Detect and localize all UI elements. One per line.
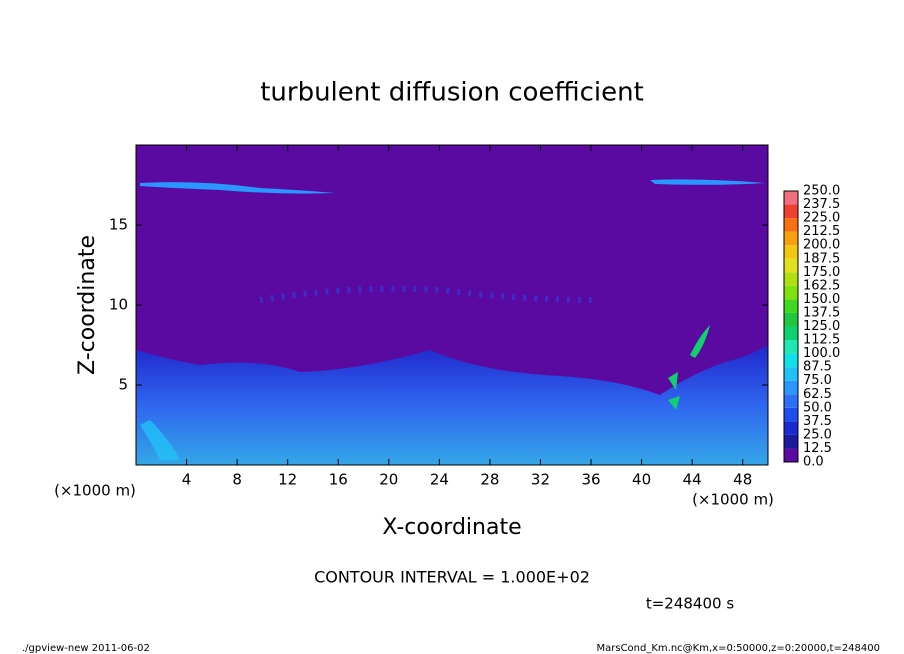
x-tick-label: 44 — [683, 471, 702, 489]
footer-left: ./gpview-new 2011-06-02 — [22, 643, 150, 654]
chart-title: turbulent diffusion coefficient — [260, 78, 644, 108]
x-tick-label: 48 — [733, 471, 752, 489]
colorbar-band — [784, 231, 798, 246]
colorbar-band — [784, 394, 798, 408]
footer-right: MarsCond_Km.nc@Km,x=0:50000,z=0:20000,t=… — [597, 643, 881, 654]
y-tick-label: 5 — [118, 376, 128, 394]
field — [136, 145, 768, 465]
colorbar-label: 100.0 — [803, 346, 840, 361]
colorbar-label: 187.5 — [803, 251, 840, 266]
colorbar-label: 62.5 — [803, 387, 832, 402]
x-tick-label: 20 — [379, 471, 398, 489]
colorbar-label: 87.5 — [803, 360, 832, 375]
colorbar-band — [784, 340, 798, 354]
colorbar-band — [784, 353, 798, 368]
colorbar-band — [784, 218, 798, 232]
colorbar-band — [784, 204, 798, 219]
colorbar-label: 212.5 — [803, 224, 840, 239]
colorbar-label: 150.0 — [803, 292, 840, 307]
y-tick-label: 10 — [109, 296, 128, 314]
time-label: t=248400 s — [646, 595, 734, 613]
colorbar-band — [784, 448, 798, 462]
colorbar-band — [784, 434, 798, 449]
colorbar-band — [784, 245, 798, 259]
colorbar-label: 200.0 — [803, 238, 840, 253]
x-tick-label: 4 — [182, 471, 192, 489]
x-tick-label: 16 — [329, 471, 348, 489]
colorbar-label: 25.0 — [803, 427, 832, 442]
colorbar-label: 75.0 — [803, 373, 832, 388]
x-tick-label: 40 — [632, 471, 651, 489]
y-tick-label: 15 — [109, 216, 128, 234]
colorbar-label: 125.0 — [803, 319, 840, 334]
contour-interval: CONTOUR INTERVAL = 1.000E+02 — [314, 568, 590, 587]
colorbar-band — [784, 326, 798, 341]
colorbar-band — [784, 285, 798, 300]
x-tick-label: 12 — [278, 471, 297, 489]
colorbar-label: 12.5 — [803, 441, 832, 456]
colorbar-band — [784, 299, 798, 313]
x-unit-right: (×1000 m) — [692, 491, 774, 509]
colorbar-band — [784, 367, 798, 381]
colorbar-band — [784, 380, 798, 395]
colorbar-label: 137.5 — [803, 305, 840, 320]
x-tick-label: 24 — [430, 471, 449, 489]
x-axis-title: X-coordinate — [382, 515, 521, 540]
colorbar-frame — [783, 190, 799, 463]
x-tick-label: 32 — [531, 471, 550, 489]
x-unit-left: (×1000 m) — [54, 482, 136, 500]
colorbar-label: 225.0 — [803, 211, 840, 226]
colorbar-label: 112.5 — [803, 333, 840, 348]
colorbar-band — [784, 312, 798, 327]
x-tick-label: 28 — [480, 471, 499, 489]
colorbar-label: 250.0 — [803, 184, 840, 199]
colorbar-label: 162.5 — [803, 278, 840, 293]
y-axis-title: Z-coordinate — [75, 235, 100, 375]
x-tick-label: 8 — [232, 471, 242, 489]
colorbar-label: 0.0 — [803, 455, 824, 470]
colorbar-band — [784, 421, 798, 435]
colorbar-band — [784, 258, 798, 273]
colorbar-label: 237.5 — [803, 197, 840, 212]
colorbar-label: 175.0 — [803, 265, 840, 280]
x-tick-label: 36 — [581, 471, 600, 489]
colorbar-label: 50.0 — [803, 400, 832, 415]
colorbar-band — [784, 272, 798, 286]
colorbar-label: 37.5 — [803, 414, 832, 429]
colorbar-band — [784, 407, 798, 422]
colorbar-band — [784, 191, 798, 205]
